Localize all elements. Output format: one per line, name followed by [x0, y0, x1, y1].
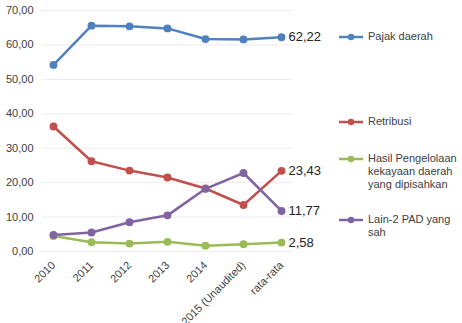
- svg-text:2011: 2011: [70, 259, 95, 284]
- svg-text:23,43: 23,43: [289, 163, 322, 178]
- html-text:Retribusi: Retribusi: [368, 115, 412, 127]
- svg-text:rata-rata: rata-rata: [248, 258, 287, 297]
- html-text:Hasil Pengelolaan kekayaan dae: Hasil Pengelolaan kekayaan daerah yang d…: [368, 152, 457, 190]
- html-text:Lain-2 PAD yang sah: Lain-2 PAD yang sah: [368, 213, 451, 238]
- svg-text:60,00: 60,00: [6, 38, 34, 50]
- svg-text:2014: 2014: [184, 259, 210, 285]
- html-text:Pajak daerah: Pajak daerah: [368, 30, 433, 42]
- svg-text:0,00: 0,00: [12, 245, 33, 257]
- svg-text:10,00: 10,00: [6, 211, 34, 223]
- svg-text:2015 (Unaudited): 2015 (Unaudited): [179, 259, 248, 323]
- svg-text:2013: 2013: [146, 259, 172, 285]
- svg-text:30,00: 30,00: [6, 142, 34, 154]
- svg-text:70,00: 70,00: [6, 4, 34, 16]
- svg-text:62,22: 62,22: [289, 29, 322, 44]
- svg-text:50,00: 50,00: [6, 73, 34, 85]
- svg-text:2010: 2010: [32, 259, 58, 285]
- svg-text:40,00: 40,00: [6, 107, 34, 119]
- svg-text:11,77: 11,77: [289, 203, 321, 218]
- svg-text:20,00: 20,00: [6, 176, 34, 188]
- svg-text:2,58: 2,58: [289, 235, 314, 250]
- svg-text:2012: 2012: [108, 259, 134, 285]
